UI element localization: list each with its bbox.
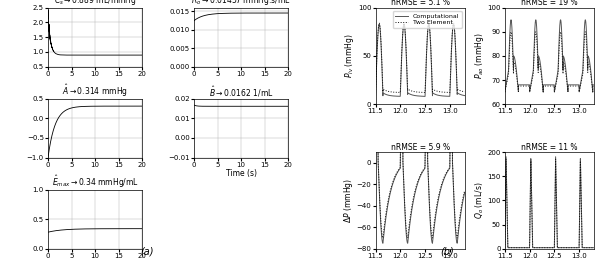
Title: $\hat{A} \rightarrow 0.314$ mmHg: $\hat{A} \rightarrow 0.314$ mmHg [62, 82, 128, 99]
X-axis label: Time (s): Time (s) [226, 169, 257, 178]
Y-axis label: $P_{ao}$ (mmHg): $P_{ao}$ (mmHg) [473, 33, 486, 79]
Y-axis label: $\Delta P$ (mmHg): $\Delta P$ (mmHg) [342, 178, 355, 223]
Title: $\hat{B} \rightarrow 0.0162$ 1/mL: $\hat{B} \rightarrow 0.0162$ 1/mL [209, 84, 274, 99]
Title: nRMSE = 5.1 %: nRMSE = 5.1 % [391, 0, 449, 7]
Title: $\hat{R}_o \rightarrow 0.01457$ mmHg.s/mL: $\hat{R}_o \rightarrow 0.01457$ mmHg.s/m… [191, 0, 291, 8]
Y-axis label: $P_{lv}$ (mmHg): $P_{lv}$ (mmHg) [343, 34, 356, 78]
Y-axis label: $Q_o$ (mL/s): $Q_o$ (mL/s) [473, 182, 486, 219]
Text: (b): (b) [440, 246, 454, 256]
Legend: Computational, Two Element: Computational, Two Element [392, 11, 461, 28]
Title: nRMSE = 11 %: nRMSE = 11 % [521, 142, 578, 152]
Title: nRMSE = 19 %: nRMSE = 19 % [521, 0, 578, 7]
Title: $\hat{C}_s \rightarrow 0.889$ mL/mmHg: $\hat{C}_s \rightarrow 0.889$ mL/mmHg [54, 0, 137, 8]
Text: (a): (a) [140, 246, 154, 256]
Title: nRMSE = 5.9 %: nRMSE = 5.9 % [391, 142, 449, 152]
Title: $\hat{E}_{max} \rightarrow 0.34$ mmHg/mL: $\hat{E}_{max} \rightarrow 0.34$ mmHg/mL [52, 174, 139, 190]
